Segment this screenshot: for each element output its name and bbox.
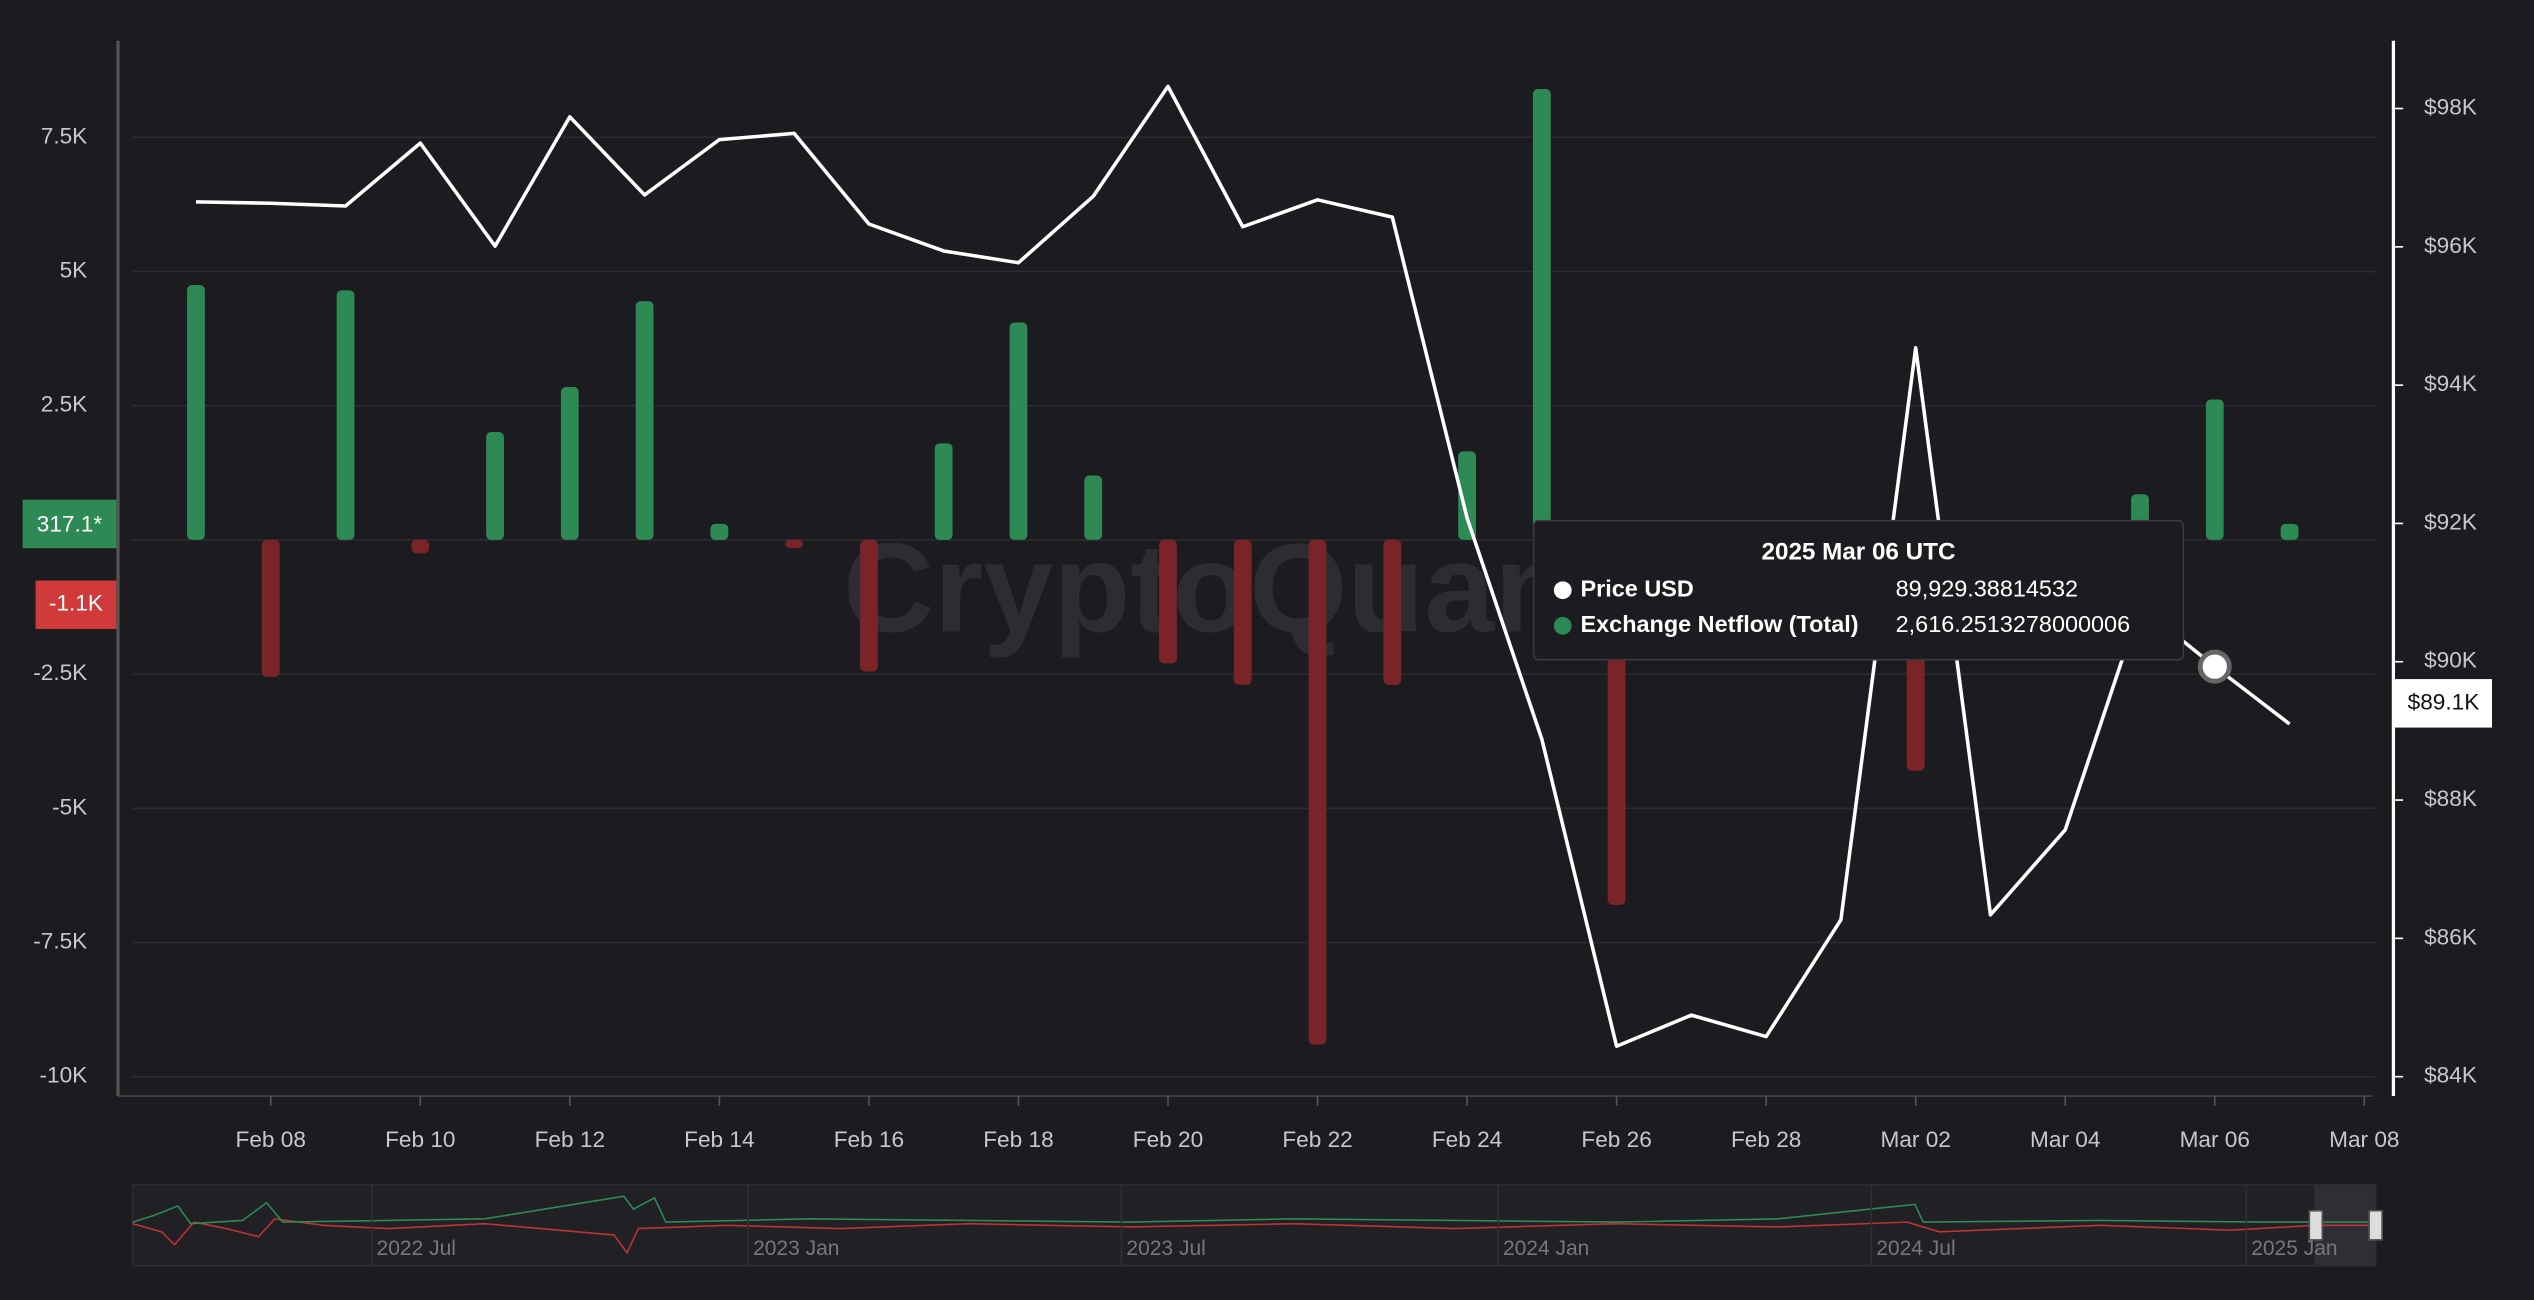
bar xyxy=(1009,322,1028,540)
navigator-line xyxy=(132,1195,2376,1225)
y-tick-label: -5K xyxy=(52,794,87,819)
navigator-label: 2025 Jan xyxy=(2251,1237,2337,1260)
x-tick-label: Feb 08 xyxy=(236,1127,306,1152)
tooltip-swatch xyxy=(1553,616,1572,635)
navigator: 2022 Jul 2023 Jan 2023 Jul 2024 Jan 2024 Jul… xyxy=(131,1184,2383,1267)
x-tick-label: Mar 08 xyxy=(2329,1127,2399,1152)
tooltip-box xyxy=(1532,519,2185,661)
navigator-line xyxy=(132,1218,2376,1255)
y-badge-positive-label: 317.1* xyxy=(37,512,103,537)
x-tick-label: Feb 28 xyxy=(1731,1127,1801,1152)
watermark: CryptoQuant xyxy=(843,518,1613,659)
navigator-label: 2022 Jul xyxy=(377,1237,456,1260)
axes: 7.5K5K2.5K0-2.5K-5K-7.5K-10K$98K$96K$94K… xyxy=(33,94,2477,1152)
bar xyxy=(1159,539,1177,664)
bar xyxy=(1233,539,1252,685)
bar xyxy=(486,432,504,540)
y-tick-label: 5K xyxy=(60,258,88,283)
tooltip-title: 2025 Mar 06 UTC xyxy=(1761,538,1955,565)
y2-tick-label: $92K xyxy=(2424,509,2477,534)
bar xyxy=(934,443,953,540)
bar xyxy=(336,290,355,540)
x-tick-label: Feb 12 xyxy=(535,1127,605,1152)
x-tick-label: Feb 14 xyxy=(684,1127,754,1152)
bar xyxy=(1532,89,1551,540)
bar xyxy=(1458,451,1476,540)
navigator-label: 2024 Jul xyxy=(1876,1237,1955,1260)
y2-tick-label: $88K xyxy=(2424,786,2477,811)
bar xyxy=(1383,539,1402,685)
y-tick-label: -2.5K xyxy=(33,660,87,685)
x-tick-label: Feb 16 xyxy=(834,1127,904,1152)
y-tick-label: -7.5K xyxy=(33,928,87,953)
navigator-label: 2023 Jan xyxy=(753,1237,839,1260)
bar xyxy=(560,386,579,540)
y-badge-positive xyxy=(22,499,117,549)
bar xyxy=(785,539,804,548)
tooltip-label: Price USD xyxy=(1581,575,1694,601)
navigator-label: 2023 Jul xyxy=(1126,1237,1205,1260)
y-badge-negative xyxy=(35,580,117,629)
x-tick-label: Feb 22 xyxy=(1282,1127,1352,1152)
bar xyxy=(710,523,729,540)
x-tick-label: Feb 20 xyxy=(1133,1127,1203,1152)
bar xyxy=(1308,539,1327,1045)
bar xyxy=(635,301,654,540)
navigator-handle[interactable] xyxy=(2308,1209,2324,1241)
bar xyxy=(187,284,205,540)
x-tick-label: Mar 02 xyxy=(1881,1127,1951,1152)
x-tick-label: Feb 26 xyxy=(1581,1127,1651,1152)
y2-tick-label: $96K xyxy=(2424,233,2477,258)
bar xyxy=(2205,399,2224,540)
y2-badge xyxy=(2395,679,2492,728)
y2-tick-label: $86K xyxy=(2424,924,2477,949)
tooltip-label: Exchange Netflow (Total) xyxy=(1581,611,1859,637)
y2-tick-label: $84K xyxy=(2424,1063,2477,1088)
y2-badge-label: $89.1K xyxy=(2408,689,2480,714)
y-tick-label: 2.5K xyxy=(41,392,88,417)
navigator-handle[interactable] xyxy=(2368,1209,2383,1241)
y-badge-negative-label: -1.1K xyxy=(49,591,103,616)
bar xyxy=(1084,475,1103,540)
navigator-label: 2024 Jan xyxy=(1503,1237,1589,1260)
y-tick-label: 7.5K xyxy=(41,123,88,148)
y2-tick-label: $90K xyxy=(2424,648,2477,673)
navigator-labels: 2022 Jul 2023 Jan 2023 Jul 2024 Jan 2024 Jul… xyxy=(370,1184,2338,1266)
x-tick-label: Mar 04 xyxy=(2030,1127,2100,1152)
tooltip-swatch xyxy=(1553,581,1572,600)
bar xyxy=(411,539,430,554)
x-tick-label: Feb 24 xyxy=(1432,1127,1502,1152)
x-tick-label: Mar 06 xyxy=(2180,1127,2250,1152)
y2-tick-label: $98K xyxy=(2424,94,2477,119)
x-tick-label: Feb 10 xyxy=(385,1127,455,1152)
navigator-frame xyxy=(131,1184,2377,1267)
tooltip-value: 2,616.2513278000006 xyxy=(1896,611,2130,637)
tooltip: 2025 Mar 06 UTC Price USD 89,929.3881453… xyxy=(1532,519,2185,661)
y2-tick-label: $94K xyxy=(2424,371,2477,396)
x-tick-label: Feb 18 xyxy=(983,1127,1053,1152)
bar xyxy=(860,539,878,672)
tooltip-value: 89,929.38814532 xyxy=(1896,575,2078,601)
hover-marker xyxy=(2197,649,2232,684)
bar xyxy=(261,539,280,677)
y-tick-label: -10K xyxy=(40,1063,88,1088)
grid xyxy=(132,136,2376,1078)
bar xyxy=(2280,523,2299,540)
